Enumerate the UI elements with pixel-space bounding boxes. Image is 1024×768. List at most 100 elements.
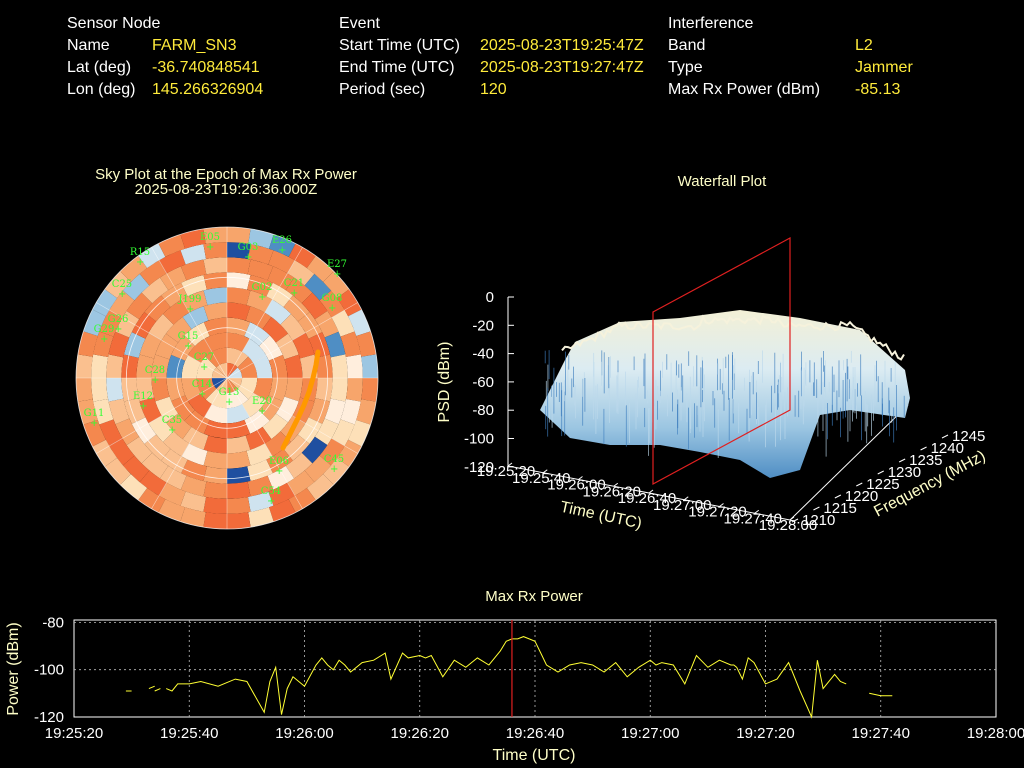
- skyplot-spoke: [226, 302, 358, 379]
- skyplot-cell: [121, 354, 139, 378]
- skyplot-spoke: [96, 377, 228, 454]
- skyplot-cell: [139, 470, 167, 496]
- skyplot-spoke: [151, 247, 228, 379]
- satellite-label: C54: [261, 486, 281, 497]
- skyplot-cell: [330, 378, 348, 402]
- skyplot-cell: [203, 227, 227, 244]
- skyplot-cell: [324, 331, 346, 358]
- skyplot-cell: [92, 439, 118, 467]
- waterfall-title: Waterfall Plot: [677, 173, 767, 190]
- skyplot-cell: [148, 313, 174, 341]
- interference-type-label: Type: [668, 59, 703, 76]
- skyplot-cell: [285, 277, 313, 304]
- waterfall-time-tick: [754, 509, 760, 514]
- skyplot-cell: [203, 317, 227, 337]
- skyplot-cell: [262, 413, 289, 440]
- skyplot-cell: [287, 470, 315, 496]
- interference-power-label: Max Rx Power (dBm): [668, 81, 821, 98]
- skyplot-cell: [247, 475, 274, 497]
- satellite-marker: +: [200, 362, 208, 373]
- skyplot-cell: [91, 378, 109, 402]
- power-plot-frame: [73, 619, 997, 718]
- power-x-tick-label: 19:27:20: [736, 725, 794, 742]
- skyplot-cell: [301, 292, 328, 320]
- waterfall-time-tick: [683, 496, 689, 501]
- skyplot-cell: [259, 335, 283, 361]
- skyplot-cell: [319, 438, 345, 466]
- sensor-heading: Sensor Node: [67, 15, 161, 32]
- skyplot-cell: [184, 410, 210, 434]
- power-y-tick-label: -100: [34, 662, 64, 679]
- skyplot-cell: [151, 378, 170, 402]
- skyplot-cell: [268, 378, 288, 402]
- skyplot-cell: [138, 487, 166, 513]
- skyplot-cell: [275, 333, 299, 360]
- skyplot-cell: [126, 436, 153, 464]
- skyplot-cell: [203, 496, 227, 514]
- skyplot-cell: [104, 271, 131, 299]
- skyplot-cell: [304, 273, 332, 301]
- skyplot-cell: [227, 287, 251, 306]
- skyplot-cell: [203, 302, 227, 321]
- skyplot-cell: [162, 431, 190, 457]
- sensor-lat-value: -36.740848541: [152, 59, 260, 76]
- satellite-label: G15: [178, 331, 199, 342]
- satellite-label: C14: [192, 379, 212, 390]
- skyplot-cell: [126, 292, 153, 320]
- power-x-tick-label: 19:27:00: [621, 725, 679, 742]
- skyplot-cell: [242, 338, 267, 363]
- skyplot-cell: [141, 452, 169, 479]
- skyplot-cell: [144, 434, 171, 461]
- skyplot-cell: [268, 482, 295, 506]
- satellite-marker: +: [136, 257, 144, 268]
- skyplot-cell: [159, 266, 187, 291]
- power-series-line: [166, 636, 847, 719]
- skyplot-cell: [345, 354, 363, 378]
- satellite-label: G08: [322, 293, 343, 304]
- satellite-marker: +: [258, 292, 266, 303]
- skyplot-cell: [227, 347, 249, 368]
- waterfall-freq-tick-label: 1210: [802, 512, 835, 529]
- maxpower-title: Max Rx Power: [485, 588, 583, 605]
- skyplot-cell: [180, 491, 207, 512]
- power-y-tick-label: -80: [42, 614, 64, 631]
- satellite-marker: +: [333, 269, 341, 280]
- skyplot-cell: [227, 435, 251, 454]
- satellite-marker: +: [244, 252, 252, 263]
- waterfall-freq-tick: [813, 506, 820, 511]
- interference-band-label: Band: [668, 37, 706, 54]
- skyplot-cell: [246, 443, 273, 466]
- skyplot-cell: [227, 388, 249, 409]
- skyplot-cell: [348, 309, 371, 337]
- skyplot-cell: [203, 466, 227, 484]
- max-rx-power-plot: 19:25:20 19:25:40 19:26:00 19:26:20 19:26:40…: [5, 614, 1024, 764]
- skyplot-cell: [108, 398, 130, 425]
- skyplot-cell: [314, 310, 339, 338]
- skyplot-cell: [151, 354, 170, 378]
- skyplot-cell: [144, 295, 171, 322]
- skyplot-cell: [264, 299, 292, 325]
- skyplot-cell: [93, 398, 114, 425]
- skyplot-satellites: R15+E05+ G03+E26+E27+C25+G02+C21+ G08+J199…: [84, 232, 347, 507]
- skyplot-cell: [356, 399, 377, 425]
- waterfall-time-tick-label: 19:27:00: [653, 497, 711, 514]
- skyplot-cell: [227, 332, 250, 352]
- waterfall-freq-tick: [877, 470, 884, 475]
- skyplot-cell: [205, 347, 227, 368]
- waterfall-time-tick-label: 19:28:00: [759, 517, 817, 534]
- skyplot-cell: [268, 354, 288, 378]
- waterfall-freq-tick: [791, 518, 799, 523]
- skyplot-cell: [247, 491, 274, 512]
- skyplot-cell: [227, 242, 251, 260]
- event-start-label: Start Time (UTC): [339, 37, 460, 54]
- skyplot-cell: [227, 227, 251, 244]
- satellite-marker: +: [330, 464, 338, 475]
- skyplot-cell: [227, 466, 251, 484]
- skyplot: R15+E05+ G03+E26+E27+C25+G02+C21+ G08+J199…: [75, 226, 379, 530]
- skyplot-cell: [237, 378, 258, 400]
- skyplot-cell: [308, 398, 331, 424]
- skyplot-cell: [216, 362, 227, 378]
- satellite-marker: +: [278, 245, 286, 256]
- waterfall-freq-tick-label: 1240: [931, 440, 964, 457]
- skyplot-cell: [77, 399, 98, 425]
